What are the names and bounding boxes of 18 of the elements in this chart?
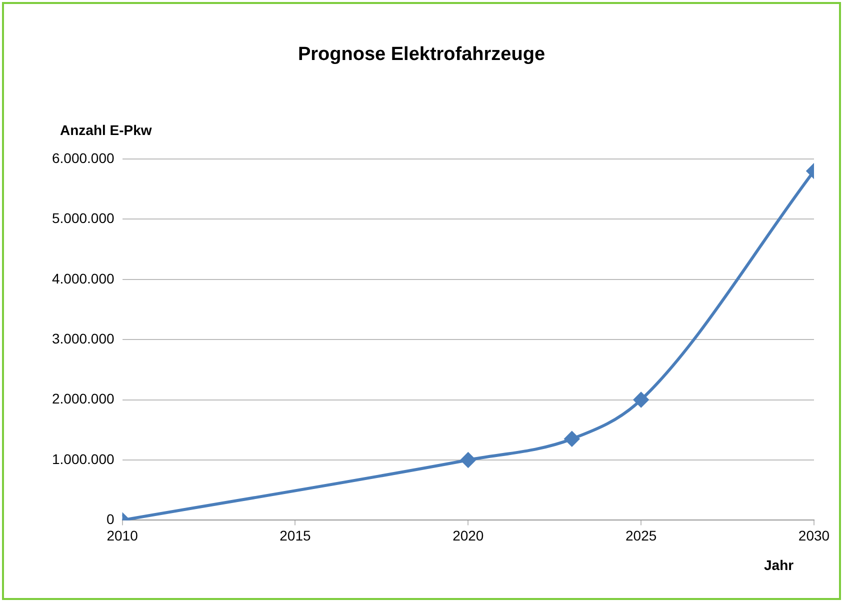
point xyxy=(564,431,580,446)
point xyxy=(460,452,476,468)
y-tick-label: 2.000.000 xyxy=(52,390,114,407)
x-tick-label: 2020 xyxy=(452,527,484,544)
y-tick-label: 6.000.000 xyxy=(52,150,114,166)
point xyxy=(634,392,649,408)
x-tick-label: 2010 xyxy=(106,527,138,544)
x-axis-title: Jahr xyxy=(764,557,794,573)
x-tick-label: 2030 xyxy=(798,527,830,544)
y-tick-label: 3.000.000 xyxy=(52,330,114,346)
y-tick-label: 0 xyxy=(106,511,114,528)
x-tick-label: 2015 xyxy=(280,527,311,544)
y-tick-label: 5.000.000 xyxy=(52,210,114,226)
chart-title: Prognose Elektrofahrzeuge xyxy=(296,44,546,66)
y-axis-title: Anzahl E-Pkw xyxy=(60,122,152,138)
x-tick-label: 2025 xyxy=(625,527,657,544)
y-tick-label: 4.000.000 xyxy=(52,270,114,286)
y-tick-label: 1.000.000 xyxy=(52,450,114,467)
